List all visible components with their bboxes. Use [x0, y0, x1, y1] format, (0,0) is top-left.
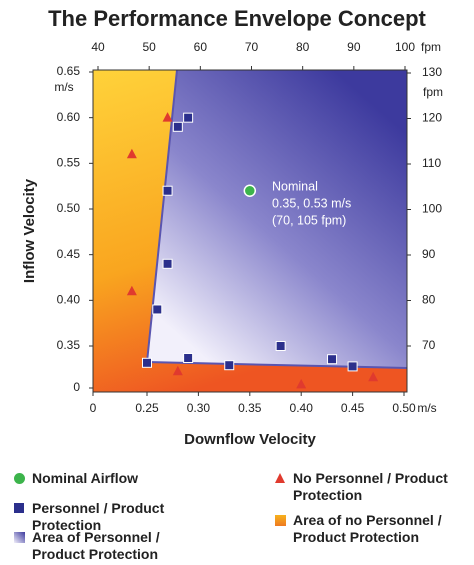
- yticks-label: 0.60: [57, 110, 81, 124]
- xticks-label: 0.25: [135, 401, 159, 415]
- legend-swatch: [14, 503, 24, 513]
- x2ticks-label: 90: [347, 40, 361, 54]
- point: [243, 184, 257, 197]
- point: [183, 353, 194, 363]
- x2ticks-label: 50: [142, 40, 156, 54]
- y2ticks-label: 120: [422, 111, 442, 125]
- legend-label: Area of no Personnel / Product Protectio…: [293, 512, 442, 545]
- x-axis-title: Downflow Velocity: [184, 431, 316, 448]
- y-axis-title: Inflow Velocity: [21, 178, 38, 283]
- protection-area: [147, 70, 407, 368]
- yticks-label: 0.55: [57, 156, 81, 170]
- xticks-label: 0.50: [392, 401, 416, 415]
- annotation: Nominal: [272, 179, 318, 193]
- legend-swatch: [275, 473, 285, 483]
- y2ticks-label: 100: [422, 202, 442, 216]
- xticks-label: 0.30: [187, 401, 211, 415]
- y2ticks-label: 90: [422, 247, 436, 261]
- point: [296, 378, 307, 389]
- yticks-label: 0.50: [57, 201, 81, 215]
- yticks-label: 0.65: [57, 64, 81, 78]
- point: [162, 112, 173, 122]
- chart-title: The Performance Envelope Concept: [48, 6, 426, 31]
- point: [327, 354, 338, 365]
- legend-swatch: [275, 515, 286, 526]
- legend-swatch: [14, 532, 25, 543]
- legend-label: Personnel / Product Protection: [32, 500, 165, 533]
- point: [126, 148, 137, 159]
- point: [142, 357, 152, 368]
- y2ticks-label: 80: [422, 293, 436, 307]
- point: [172, 121, 183, 132]
- yticks-label: 0: [73, 380, 80, 394]
- y2-unit: fpm: [423, 85, 443, 99]
- xticks-label: 0.40: [290, 401, 314, 415]
- x-unit: m/s: [417, 401, 436, 415]
- x2ticks-label: 80: [296, 40, 310, 54]
- y2ticks-label: 110: [422, 156, 441, 170]
- x2-unit: fpm: [421, 40, 441, 54]
- annotation: (70, 105 fpm): [272, 213, 346, 227]
- point: [368, 371, 379, 382]
- point: [347, 361, 358, 372]
- xticks-label: 0.45: [341, 401, 365, 415]
- point: [172, 365, 183, 376]
- y2ticks-label: 130: [422, 65, 442, 79]
- legend-label: Area of Personnel / Product Protection: [32, 529, 160, 562]
- y2ticks-label: 70: [422, 338, 436, 352]
- point: [224, 360, 235, 371]
- legend-label: Nominal Airflow: [32, 470, 139, 486]
- xticks-label: 0: [90, 401, 97, 415]
- x2ticks-label: 40: [91, 40, 105, 54]
- x2ticks-label: 60: [194, 40, 208, 54]
- point: [162, 185, 173, 196]
- legend-swatch: [14, 473, 25, 484]
- point: [275, 341, 286, 351]
- xticks-label: 0.35: [238, 401, 262, 415]
- y-unit: m/s: [54, 80, 73, 94]
- x2ticks-label: 70: [245, 40, 259, 54]
- yticks-label: 0.45: [57, 247, 81, 261]
- point: [162, 258, 173, 269]
- x2ticks-label: 100: [395, 40, 415, 54]
- point: [152, 304, 163, 315]
- yticks-label: 0.35: [57, 338, 81, 352]
- legend-label: No Personnel / Product Protection: [293, 470, 448, 503]
- point: [126, 285, 137, 296]
- yticks-label: 0.40: [57, 293, 81, 307]
- point: [183, 112, 194, 123]
- annotation: 0.35, 0.53 m/s: [272, 196, 351, 210]
